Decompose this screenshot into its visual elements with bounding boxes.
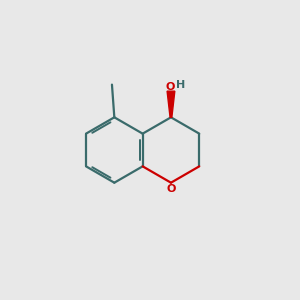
Text: H: H <box>176 80 185 90</box>
Polygon shape <box>167 91 175 117</box>
Text: O: O <box>166 184 176 194</box>
Text: O: O <box>165 82 175 92</box>
